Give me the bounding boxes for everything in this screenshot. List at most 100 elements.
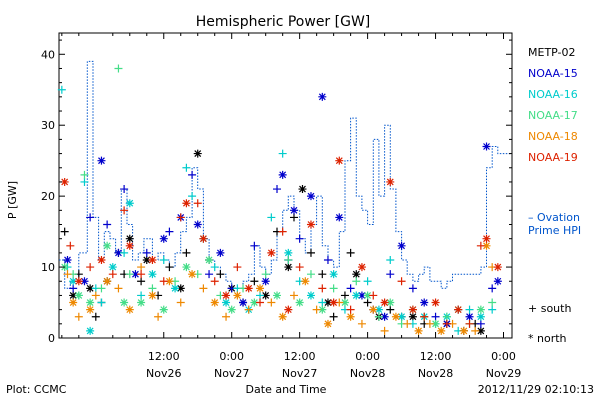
north-marker bbox=[216, 248, 225, 257]
north-marker bbox=[125, 199, 134, 208]
south-marker bbox=[267, 213, 276, 222]
north-marker bbox=[482, 234, 491, 243]
south-marker bbox=[57, 85, 66, 94]
y-tick-label: 0 bbox=[48, 332, 55, 345]
south-marker bbox=[357, 319, 366, 328]
south-marker bbox=[408, 284, 417, 293]
south-marker bbox=[137, 270, 146, 279]
south-marker bbox=[318, 270, 327, 279]
north-marker bbox=[318, 305, 327, 314]
south-marker bbox=[137, 277, 146, 286]
south-marker bbox=[137, 263, 146, 272]
south-marker bbox=[471, 326, 480, 335]
north-marker bbox=[159, 234, 168, 243]
marker-legend: + south * north bbox=[528, 302, 571, 345]
south-marker bbox=[120, 185, 129, 194]
plot-border bbox=[58, 32, 513, 339]
north-marker bbox=[476, 305, 485, 314]
north-marker bbox=[74, 277, 83, 286]
y-tick-label: 10 bbox=[41, 261, 55, 274]
north-marker bbox=[284, 248, 293, 257]
south-marker bbox=[165, 263, 174, 272]
north-marker bbox=[199, 234, 208, 243]
south-marker bbox=[488, 284, 497, 293]
south-marker bbox=[318, 298, 327, 307]
north-marker bbox=[233, 291, 242, 300]
south-marker bbox=[465, 319, 474, 328]
north-marker bbox=[97, 255, 106, 264]
south-marker bbox=[222, 312, 231, 321]
south-marker bbox=[329, 284, 338, 293]
south-marker bbox=[205, 270, 214, 279]
south-marker bbox=[386, 255, 395, 264]
north-marker bbox=[193, 220, 202, 229]
south-marker bbox=[188, 170, 197, 179]
south-marker bbox=[340, 291, 349, 300]
north-marker bbox=[335, 213, 344, 222]
legend-entry: METP-02 bbox=[528, 46, 576, 59]
north-marker bbox=[108, 263, 117, 272]
north-marker bbox=[103, 241, 112, 250]
north-marker bbox=[142, 255, 151, 264]
south-marker bbox=[488, 298, 497, 307]
north-marker bbox=[273, 291, 282, 300]
ovation-line bbox=[59, 60, 512, 289]
north-marker bbox=[397, 241, 406, 250]
south-marker bbox=[318, 284, 327, 293]
north-marker bbox=[86, 284, 95, 293]
north-marker bbox=[63, 255, 72, 264]
north-marker bbox=[459, 326, 468, 335]
north-marker bbox=[329, 298, 338, 307]
x-tick-time: 0:00 bbox=[219, 350, 244, 363]
south-marker bbox=[442, 319, 451, 328]
north-marker bbox=[454, 305, 463, 314]
footer-credit: Plot: CCMC bbox=[6, 383, 67, 396]
south-marker bbox=[374, 312, 383, 321]
south-marker bbox=[176, 213, 185, 222]
south-marker bbox=[284, 255, 293, 264]
north-marker bbox=[431, 319, 440, 328]
north-marker bbox=[80, 277, 89, 286]
south-marker bbox=[312, 305, 321, 314]
north-marker bbox=[437, 326, 446, 335]
south-marker bbox=[148, 284, 157, 293]
south-marker bbox=[86, 213, 95, 222]
legend-entry: NOAA-18 bbox=[528, 130, 578, 143]
north-marker bbox=[60, 177, 69, 186]
north-marker bbox=[86, 298, 95, 307]
south-marker bbox=[346, 248, 355, 257]
south-marker bbox=[329, 312, 338, 321]
north-marker bbox=[120, 298, 129, 307]
south-marker bbox=[154, 312, 163, 321]
north-marker bbox=[414, 326, 423, 335]
south-marker bbox=[386, 270, 395, 279]
x-tick-date: Nov29 bbox=[486, 367, 521, 380]
north-marker bbox=[86, 305, 95, 314]
south-marker bbox=[159, 255, 168, 264]
north-marker bbox=[306, 291, 315, 300]
south-marker bbox=[289, 291, 298, 300]
south-marker bbox=[108, 270, 117, 279]
north-marker bbox=[205, 255, 214, 264]
south-marker bbox=[425, 319, 434, 328]
north-marker bbox=[295, 298, 304, 307]
north-marker bbox=[374, 305, 383, 314]
south-marker bbox=[120, 206, 129, 215]
north-marker bbox=[357, 291, 366, 300]
south-marker bbox=[86, 263, 95, 272]
x-tick-time: 12:00 bbox=[148, 350, 180, 363]
y-axis: 0 10 20 30 40 bbox=[41, 39, 512, 345]
north-marker bbox=[431, 298, 440, 307]
south-marker bbox=[74, 312, 83, 321]
south-marker bbox=[386, 305, 395, 314]
ovation-legend-line1: – Ovation bbox=[528, 211, 580, 224]
south-marker bbox=[103, 220, 112, 229]
south-marker bbox=[250, 277, 259, 286]
y-tick-label: 40 bbox=[41, 48, 55, 61]
north-marker bbox=[182, 199, 191, 208]
data-markers bbox=[57, 64, 502, 335]
north-marker bbox=[335, 156, 344, 165]
south-marker bbox=[256, 291, 265, 300]
marker-legend-entry: * north bbox=[528, 332, 567, 345]
